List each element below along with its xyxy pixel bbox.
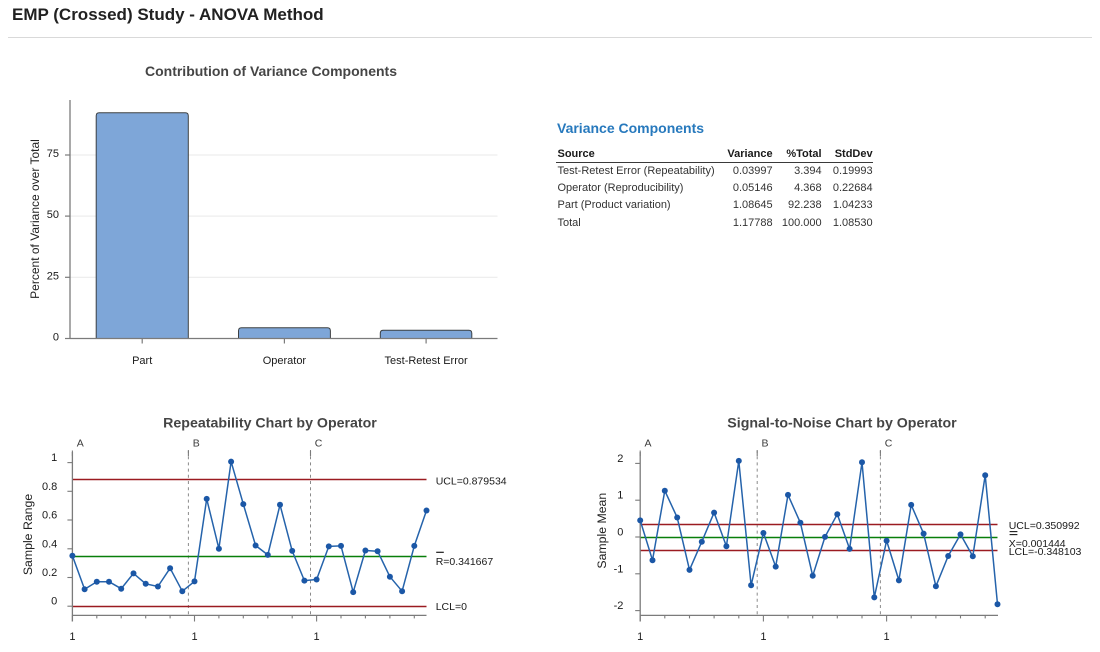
svg-text:Test-Retest Error: Test-Retest Error bbox=[385, 355, 468, 367]
svg-text:1: 1 bbox=[191, 631, 197, 643]
svg-text:0.4: 0.4 bbox=[42, 538, 57, 550]
svg-text:0.2: 0.2 bbox=[42, 567, 57, 579]
svg-text:Operator: Operator bbox=[263, 355, 307, 367]
svg-text:R=0.341667: R=0.341667 bbox=[436, 556, 494, 568]
svg-text:Contribution of Variance Compo: Contribution of Variance Components bbox=[145, 63, 397, 79]
svg-text:UCL=0.350992: UCL=0.350992 bbox=[1009, 520, 1080, 532]
svg-text:1: 1 bbox=[51, 452, 57, 464]
svg-text:2: 2 bbox=[617, 453, 623, 465]
svg-text:-1: -1 bbox=[614, 563, 624, 575]
svg-text:Part: Part bbox=[132, 355, 152, 367]
svg-text:0: 0 bbox=[617, 527, 623, 539]
svg-text:B: B bbox=[762, 438, 769, 450]
svg-text:1: 1 bbox=[314, 631, 320, 643]
svg-text:UCL=0.879534: UCL=0.879534 bbox=[436, 475, 507, 487]
svg-text:1: 1 bbox=[69, 631, 75, 643]
svg-text:B: B bbox=[193, 438, 200, 450]
svg-text:Sample Range: Sample Range bbox=[21, 494, 35, 576]
svg-text:25: 25 bbox=[47, 270, 59, 282]
svg-text:C: C bbox=[885, 438, 893, 450]
svg-text:1: 1 bbox=[637, 631, 643, 643]
svg-text:0: 0 bbox=[51, 596, 57, 608]
svg-text:X=0.001444: X=0.001444 bbox=[1009, 538, 1066, 550]
svg-text:A: A bbox=[77, 438, 84, 450]
svg-text:1: 1 bbox=[760, 631, 766, 643]
svg-text:C: C bbox=[315, 438, 323, 450]
svg-text:Signal-to-Noise Chart by Opera: Signal-to-Noise Chart by Operator bbox=[727, 416, 957, 432]
svg-text:75: 75 bbox=[47, 148, 59, 160]
svg-text:A: A bbox=[645, 438, 652, 450]
svg-text:LCL=-0.348103: LCL=-0.348103 bbox=[1009, 546, 1082, 558]
svg-text:50: 50 bbox=[47, 209, 59, 221]
svg-text:0: 0 bbox=[53, 332, 59, 344]
svg-text:Percent of Variance over Total: Percent of Variance over Total bbox=[28, 139, 42, 299]
svg-text:0.8: 0.8 bbox=[42, 481, 57, 493]
svg-text:Repeatability Chart by Operato: Repeatability Chart by Operator bbox=[163, 416, 377, 432]
svg-text:0.6: 0.6 bbox=[42, 510, 57, 522]
svg-text:Sample Mean: Sample Mean bbox=[595, 493, 609, 569]
svg-text:1: 1 bbox=[617, 490, 623, 502]
svg-text:-2: -2 bbox=[614, 600, 624, 612]
svg-text:1: 1 bbox=[884, 631, 890, 643]
svg-text:LCL=0: LCL=0 bbox=[436, 601, 467, 613]
